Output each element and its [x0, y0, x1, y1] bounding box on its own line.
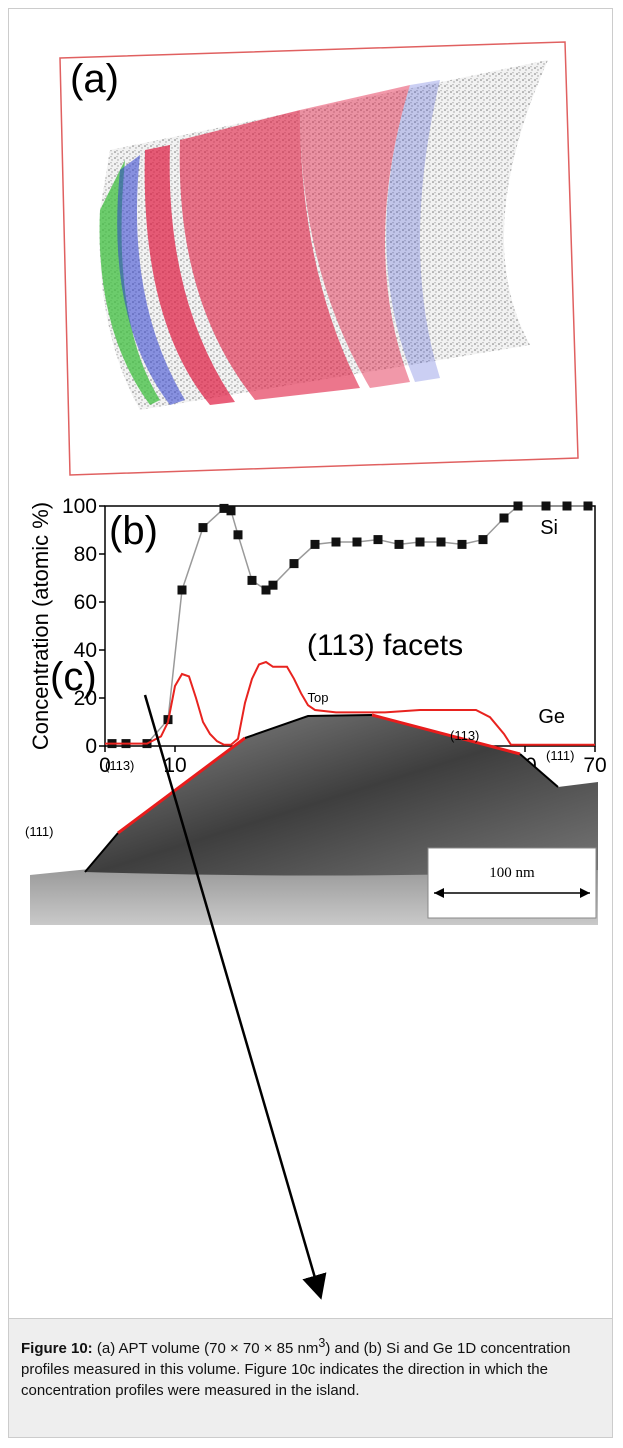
x-tick-label: 0: [99, 754, 111, 777]
marker: [562, 501, 572, 511]
marker: [226, 506, 236, 516]
figure: (a) 010203040506070020406080100Depth (nm…: [25, 41, 607, 1300]
x-tick-label: 70: [583, 754, 606, 777]
marker: [583, 501, 593, 511]
scale-bar-label: 100 nm: [489, 865, 535, 881]
marker: [478, 535, 488, 545]
marker: [310, 539, 320, 549]
caption-label: Figure 10:: [21, 1340, 93, 1357]
apt-volume: [59, 41, 579, 476]
facet-label: (113): [105, 758, 134, 773]
y-tick-label: 20: [74, 687, 97, 710]
facet-label: (111): [546, 748, 574, 763]
marker: [331, 537, 341, 547]
series-label: Si: [540, 517, 558, 539]
series-line: [105, 660, 595, 746]
marker: [541, 501, 551, 511]
y-axis-label: Concentration (atomic %): [28, 502, 53, 750]
marker: [219, 503, 229, 513]
marker: [268, 580, 278, 590]
y-tick-label: 0: [85, 735, 97, 758]
marker: [415, 537, 425, 547]
y-tick-label: 40: [74, 639, 97, 662]
y-tick-label: 60: [74, 591, 97, 614]
caption-sup: 3: [318, 1336, 326, 1350]
panel-label: (c): [50, 655, 97, 699]
caption: Figure 10: (a) APT volume (70 × 70 × 85 …: [9, 1318, 612, 1437]
tem-image: [30, 694, 598, 1300]
marker: [177, 585, 187, 595]
marker: [394, 539, 404, 549]
facet-label: (113): [450, 728, 479, 743]
marker: [289, 559, 299, 569]
marker: [233, 530, 243, 540]
marker: [499, 513, 509, 523]
marker: [436, 537, 446, 547]
caption-text: ) and (b) Si and Ge 1D concentration pro…: [21, 1340, 571, 1399]
marker: [198, 523, 208, 533]
y-tick-label: 80: [74, 543, 97, 566]
x-tick-label: 10: [163, 754, 186, 777]
panel-label: (b): [109, 509, 158, 553]
series-label: Ge: [538, 706, 565, 728]
marker: [261, 585, 271, 595]
series-line: [112, 505, 588, 745]
figure-frame: [8, 8, 613, 1438]
annotation: (113) facets: [307, 629, 463, 662]
marker: [352, 537, 362, 547]
marker: [247, 575, 257, 585]
panel-label: (a): [70, 57, 119, 101]
caption-text: (a) APT volume (70 × 70 × 85 nm: [92, 1340, 319, 1357]
y-tick-label: 100: [62, 495, 97, 518]
marker: [513, 501, 523, 511]
marker: [457, 539, 467, 549]
facet-label: (111): [25, 824, 53, 839]
facet-label: Top: [308, 690, 329, 705]
marker: [373, 535, 383, 545]
